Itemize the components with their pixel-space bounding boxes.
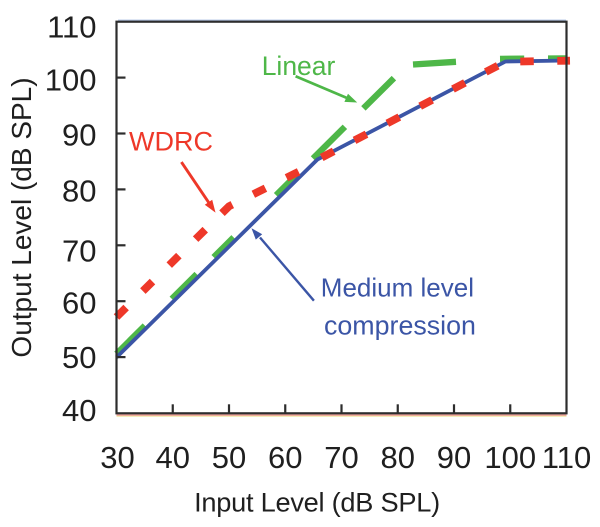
svg-text:Output Level (dB SPL): Output Level (dB SPL) [6,77,37,357]
svg-text:WDRC: WDRC [129,127,213,157]
svg-text:90: 90 [62,118,96,153]
svg-text:100: 100 [484,440,536,475]
svg-text:70: 70 [62,234,96,269]
svg-text:40: 40 [62,393,96,428]
svg-text:70: 70 [324,440,358,475]
svg-text:50: 50 [62,340,96,375]
svg-text:80: 80 [62,173,96,208]
svg-text:30: 30 [100,440,134,475]
svg-text:110: 110 [47,9,96,44]
svg-text:90: 90 [437,440,471,475]
svg-text:40: 40 [156,440,190,475]
svg-text:60: 60 [268,440,302,475]
svg-text:Medium level: Medium level [321,273,474,303]
svg-text:50: 50 [212,440,246,475]
svg-text:100: 100 [45,63,97,98]
svg-text:60: 60 [62,285,96,320]
svg-text:compression: compression [324,311,476,341]
svg-text:80: 80 [381,440,415,475]
svg-text:Input Level (dB SPL): Input Level (dB SPL) [194,486,440,517]
svg-text:110: 110 [542,440,591,475]
svg-text:Linear: Linear [262,51,336,81]
